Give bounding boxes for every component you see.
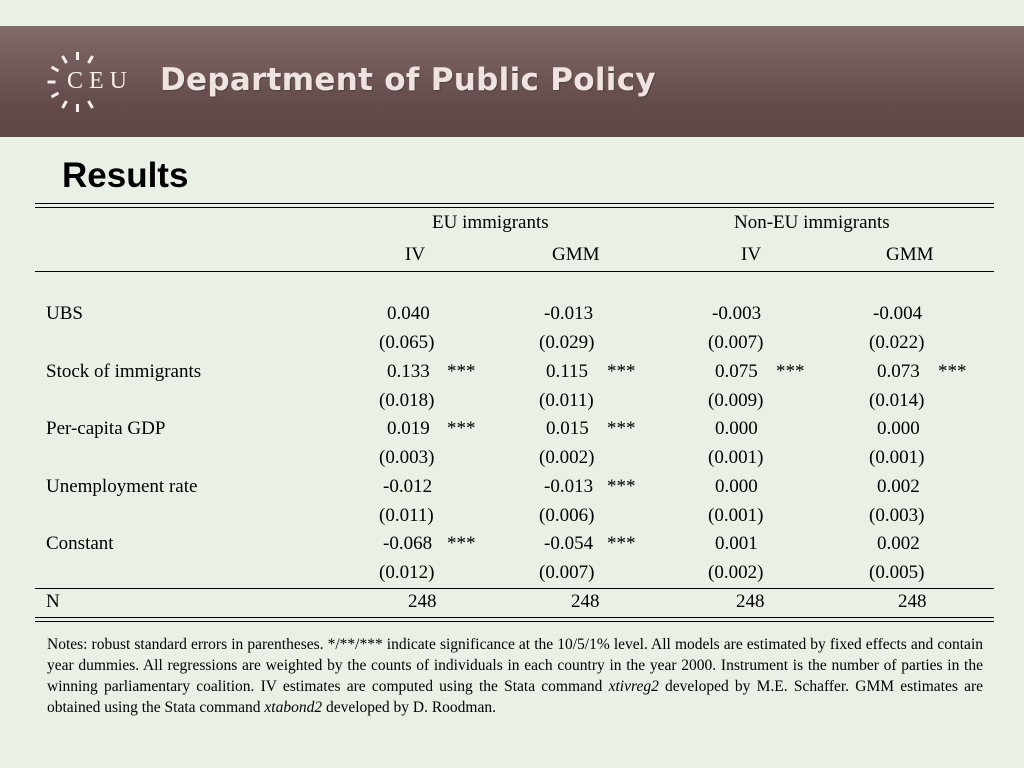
se-cell: (0.003) [379, 447, 435, 468]
logo-text: CEU [67, 68, 133, 94]
table-bottom-rule [35, 617, 994, 618]
department-name: Department of Public Policy [160, 62, 656, 98]
significance-stars: *** [447, 418, 476, 439]
se-cell: (0.001) [708, 505, 764, 526]
table-top-rule-2 [35, 207, 994, 208]
table-top-rule [35, 203, 994, 204]
se-cell: (0.007) [708, 332, 764, 353]
significance-stars: *** [607, 418, 636, 439]
notes-text: developed by M.E. Schaffer. GMM estimate… [47, 678, 983, 716]
coef-cell: 0.000 [715, 476, 758, 497]
se-cell: (0.005) [869, 562, 925, 583]
row-label: UBS [46, 303, 83, 324]
coef-cell: 0.000 [715, 418, 758, 439]
coef-cell: 0.115 [546, 361, 589, 382]
se-cell: (0.011) [539, 390, 594, 411]
se-cell: (0.003) [869, 505, 925, 526]
coef-cell: -0.013 [544, 303, 594, 324]
subheader-eu-gmm: GMM [552, 244, 600, 265]
se-cell: (0.001) [708, 447, 764, 468]
n-cell: 248 [408, 591, 437, 612]
coef-cell: -0.013 [544, 476, 594, 497]
subheader-noneu-iv: IV [741, 244, 762, 265]
se-cell: (0.002) [539, 447, 595, 468]
header-rule [35, 271, 994, 272]
group-header-noneu: Non-EU immigrants [734, 212, 890, 233]
coef-cell: -0.012 [383, 476, 433, 497]
row-label: Constant [46, 533, 114, 554]
se-cell: (0.006) [539, 505, 595, 526]
se-cell: (0.012) [379, 562, 435, 583]
table-notes: Notes: robust standard errors in parenth… [47, 634, 983, 718]
row-label: Unemployment rate [46, 476, 198, 497]
command-xtivreg2: xtivreg2 [608, 678, 659, 695]
table-bottom-rule-2 [35, 621, 994, 622]
coef-cell: 0.001 [715, 533, 758, 554]
significance-stars: *** [447, 361, 476, 382]
significance-stars: *** [938, 361, 967, 382]
coef-cell: 0.073 [877, 361, 920, 382]
coef-cell: -0.068 [383, 533, 433, 554]
subheader-eu-iv: IV [405, 244, 426, 265]
significance-stars: *** [607, 476, 636, 497]
se-cell: (0.014) [869, 390, 925, 411]
coef-cell: 0.002 [877, 533, 920, 554]
subheader-noneu-gmm: GMM [886, 244, 934, 265]
se-cell: (0.018) [379, 390, 435, 411]
se-cell: (0.007) [539, 562, 595, 583]
row-label: N [46, 591, 60, 612]
coef-cell: 0.075 [715, 361, 758, 382]
sunburst-icon [47, 52, 94, 112]
n-cell: 248 [898, 591, 927, 612]
se-cell: (0.009) [708, 390, 764, 411]
significance-stars: *** [447, 533, 476, 554]
page-title: Results [62, 156, 189, 195]
coef-cell: 0.040 [387, 303, 430, 324]
n-cell: 248 [736, 591, 765, 612]
coef-cell: 0.133 [387, 361, 430, 382]
coef-cell: -0.004 [873, 303, 923, 324]
n-cell: 248 [571, 591, 600, 612]
coef-cell: -0.054 [544, 533, 594, 554]
significance-stars: *** [607, 361, 636, 382]
group-header-eu: EU immigrants [432, 212, 549, 233]
header-banner: CEU Department of Public Policy [0, 26, 1024, 137]
coef-cell: 0.015 [546, 418, 589, 439]
row-label: Stock of immigrants [46, 361, 202, 382]
ceu-logo: CEU [42, 48, 162, 118]
se-cell: (0.065) [379, 332, 435, 353]
se-cell: (0.011) [379, 505, 434, 526]
se-cell: (0.022) [869, 332, 925, 353]
row-label: Per-capita GDP [46, 418, 166, 439]
significance-stars: *** [776, 361, 805, 382]
significance-stars: *** [607, 533, 636, 554]
coef-cell: -0.003 [712, 303, 762, 324]
notes-text: Notes: robust standard errors in parenth… [47, 636, 983, 695]
notes-text: developed by D. Roodman. [322, 699, 496, 716]
coef-cell: 0.019 [387, 418, 430, 439]
n-row-rule [35, 588, 994, 589]
se-cell: (0.002) [708, 562, 764, 583]
se-cell: (0.029) [539, 332, 595, 353]
command-xtabond2: xtabond2 [264, 699, 323, 716]
coef-cell: 0.000 [877, 418, 920, 439]
se-cell: (0.001) [869, 447, 925, 468]
coef-cell: 0.002 [877, 476, 920, 497]
